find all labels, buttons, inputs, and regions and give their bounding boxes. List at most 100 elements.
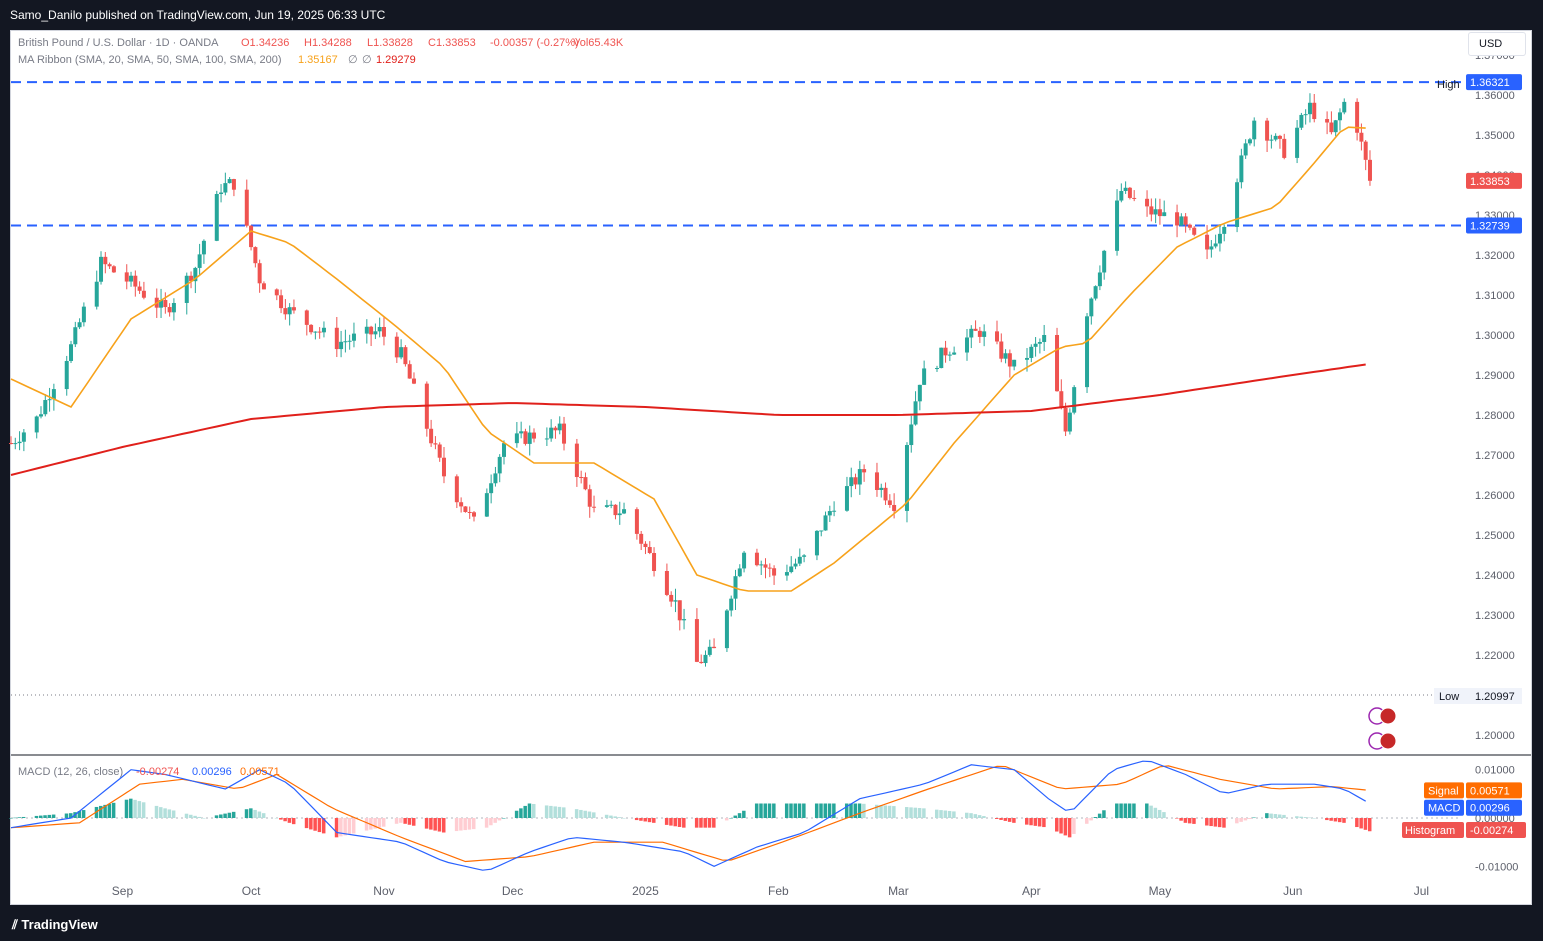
- candle: [532, 428, 537, 443]
- histogram-bar: [982, 816, 986, 818]
- candle: [1037, 338, 1042, 354]
- histogram-bar: [124, 799, 129, 818]
- histogram-bar: [844, 803, 849, 818]
- candle: [527, 425, 532, 456]
- histogram-bar: [381, 818, 386, 827]
- histogram-bar: [643, 818, 647, 822]
- histogram-bar: [467, 818, 472, 830]
- candle: [844, 476, 849, 512]
- candle: [441, 446, 446, 484]
- candle: [459, 497, 464, 513]
- signal-label-bg: [1424, 782, 1464, 799]
- candle: [754, 548, 759, 567]
- event-flag-icon: [1379, 732, 1397, 750]
- candle-body: [133, 275, 138, 287]
- candle-body: [1273, 135, 1278, 140]
- histogram-bar: [304, 818, 309, 829]
- histogram-bar: [171, 810, 176, 818]
- histogram-bar: [1205, 818, 1209, 826]
- candle-body: [69, 344, 74, 361]
- candle-body: [677, 600, 682, 621]
- candle-body: [579, 477, 584, 479]
- histogram-bar: [334, 818, 339, 838]
- candle-body: [844, 486, 849, 511]
- histogram-bar: [394, 818, 399, 824]
- histogram-bar: [1063, 818, 1068, 836]
- candle: [784, 564, 789, 581]
- legend-low: L1.33828: [367, 37, 413, 49]
- histogram-bar: [201, 818, 206, 819]
- candle-body: [673, 600, 678, 602]
- legend-ma-value: 1.29279: [376, 54, 416, 66]
- candle-body: [47, 399, 52, 401]
- histogram-bar: [724, 818, 729, 821]
- candle-body: [832, 510, 837, 512]
- histogram-bar: [99, 805, 103, 818]
- candle-body: [664, 570, 669, 595]
- currency-button[interactable]: USD: [1468, 32, 1526, 56]
- histogram-bar: [369, 818, 373, 830]
- resistance-price-tag-bg: [1466, 74, 1522, 91]
- candle: [343, 329, 348, 353]
- price-tick-label: 1.27000: [1475, 450, 1515, 462]
- histogram-bar: [399, 818, 403, 823]
- candle-body: [437, 444, 442, 458]
- candle-body: [369, 326, 374, 335]
- histogram-bar: [562, 807, 566, 818]
- histogram-bar: [1055, 818, 1059, 832]
- candle-body: [1162, 212, 1167, 217]
- histogram-bar: [249, 808, 253, 818]
- histogram-bar: [913, 807, 918, 818]
- candle: [484, 488, 489, 517]
- candle-body: [304, 310, 309, 325]
- histogram-bar: [189, 814, 193, 818]
- candle: [922, 360, 927, 385]
- candle: [223, 172, 228, 196]
- candle-body: [433, 443, 438, 445]
- candle: [77, 318, 82, 330]
- candle-body: [471, 512, 476, 517]
- candle: [377, 317, 382, 338]
- candle: [857, 460, 862, 495]
- histogram-bar: [613, 816, 617, 818]
- histogram-bar: [347, 818, 352, 835]
- candle: [321, 321, 326, 338]
- histogram-bar: [887, 805, 892, 818]
- candle: [1127, 186, 1132, 200]
- candle-body: [1025, 357, 1030, 360]
- candle: [51, 383, 56, 411]
- candle: [827, 505, 832, 522]
- candle-body: [913, 401, 918, 425]
- candle-body: [892, 504, 897, 511]
- histogram-bar: [1085, 818, 1089, 824]
- candle: [733, 569, 738, 610]
- candle-body: [857, 469, 862, 485]
- histogram-bar: [231, 811, 236, 818]
- histogram-bar: [549, 805, 553, 818]
- histogram-bar: [1239, 818, 1243, 822]
- candle-body: [99, 256, 104, 282]
- histogram-bar: [317, 818, 322, 833]
- price-tick-label: 1.35000: [1475, 130, 1515, 142]
- candle: [1213, 234, 1218, 249]
- candle: [763, 558, 768, 579]
- candle: [1042, 324, 1047, 351]
- candle-body: [544, 438, 549, 440]
- candle-body: [1299, 114, 1304, 128]
- histogram-bar: [1235, 818, 1239, 824]
- legend-open: O1.34236: [241, 37, 289, 49]
- histogram-bar: [604, 814, 609, 818]
- candle-body: [742, 552, 747, 569]
- histogram-bar: [1115, 803, 1119, 818]
- candle-body: [1089, 298, 1094, 317]
- candle: [802, 554, 807, 563]
- candle-body: [1307, 102, 1312, 115]
- candle: [669, 591, 674, 607]
- candle: [1235, 178, 1240, 233]
- histogram-bar: [917, 808, 922, 818]
- legend-ma-value: ∅: [362, 54, 372, 66]
- histogram-bar: [373, 818, 377, 829]
- histogram-bar: [677, 818, 682, 827]
- macd-line: [10, 760, 1366, 871]
